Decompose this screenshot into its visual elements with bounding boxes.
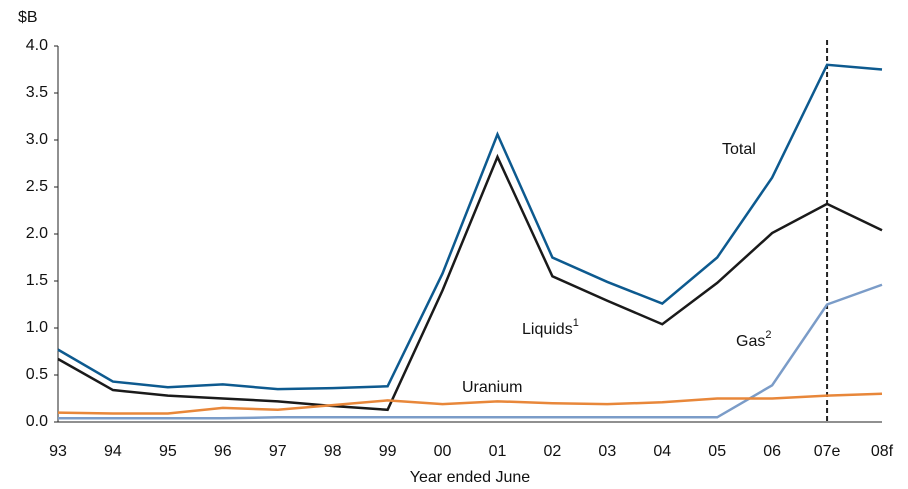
series-label: Gas2 [736,329,771,350]
x-tick-label: 01 [489,443,507,460]
y-tick-label: 1.0 [26,319,48,336]
series-name: Liquids [522,321,573,338]
x-tick-label: 04 [653,443,671,460]
x-tick-label: 00 [434,443,452,460]
x-tick-label: 02 [544,443,562,460]
series-footnote: 1 [573,317,579,329]
y-tick-label: 2.0 [26,225,48,242]
x-tick-label: 98 [324,443,342,460]
x-tick-label: 93 [49,443,67,460]
x-axis-label: Year ended June [410,469,531,486]
x-tick-label: 05 [708,443,726,460]
y-tick-label: 3.0 [26,131,48,148]
series-name: Total [722,141,756,158]
x-tick-label: 99 [379,443,397,460]
y-tick-label: 0.5 [26,366,48,383]
x-tick-label: 03 [598,443,616,460]
y-tick-label: 3.5 [26,84,48,101]
series-line [57,153,883,412]
x-tick-label: 94 [104,443,122,460]
series-label: Liquids1 [522,317,579,338]
series-label: Uranium [462,379,522,396]
series-label: Total [722,141,756,158]
x-tick-label: 07e [814,443,841,460]
series-line [58,283,883,420]
series-name: Uranium [462,379,522,396]
series-line [57,63,883,391]
x-tick-label: 06 [763,443,781,460]
y-tick-label: 1.5 [26,272,48,289]
series-name: Gas [736,333,765,350]
x-tick-label: 95 [159,443,177,460]
y-tick-label: 2.5 [26,178,48,195]
x-tick-label: 97 [269,443,287,460]
x-tick-label: 96 [214,443,232,460]
series-line [57,392,883,415]
x-tick-label: 08f [871,443,894,460]
y-tick-label: 4.0 [26,37,48,54]
y-unit-label: $B [18,9,38,26]
y-tick-label: 0.0 [26,413,48,430]
series-footnote: 2 [765,329,771,341]
